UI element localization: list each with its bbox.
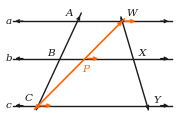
Text: P: P [82, 65, 89, 74]
Text: a: a [6, 17, 12, 26]
Text: C: C [24, 95, 32, 103]
Text: Y: Y [154, 96, 160, 105]
Text: B: B [47, 49, 55, 58]
Text: b: b [5, 54, 12, 63]
Text: A: A [66, 9, 73, 18]
Text: c: c [6, 101, 12, 110]
Text: W: W [127, 9, 137, 18]
Text: X: X [139, 49, 146, 58]
